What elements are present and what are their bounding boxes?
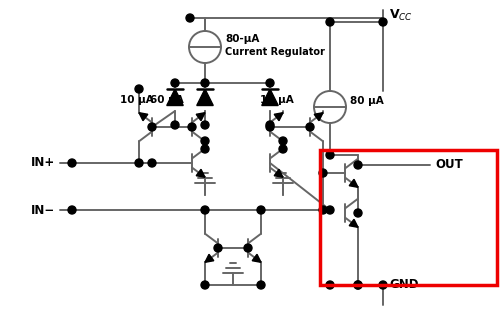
Circle shape (201, 145, 209, 153)
Polygon shape (205, 254, 214, 262)
Circle shape (354, 161, 362, 169)
Circle shape (201, 206, 209, 214)
Polygon shape (349, 219, 358, 227)
Text: 10 μA: 10 μA (260, 95, 294, 105)
Circle shape (257, 206, 265, 214)
Circle shape (171, 79, 179, 87)
Circle shape (354, 281, 362, 289)
Circle shape (68, 159, 76, 167)
Circle shape (201, 79, 209, 87)
Circle shape (244, 244, 252, 252)
Circle shape (306, 123, 314, 131)
Circle shape (354, 281, 362, 289)
Text: OUT: OUT (435, 158, 463, 172)
Circle shape (201, 281, 209, 289)
Polygon shape (196, 169, 205, 177)
Bar (320, 150, 497, 285)
Circle shape (186, 14, 194, 22)
Text: 80 μA: 80 μA (350, 96, 384, 106)
Polygon shape (274, 113, 283, 121)
Circle shape (266, 121, 274, 129)
Circle shape (279, 137, 287, 145)
Circle shape (201, 121, 209, 129)
Circle shape (188, 123, 196, 131)
Circle shape (266, 79, 274, 87)
Circle shape (266, 123, 274, 131)
Text: GND: GND (389, 279, 418, 291)
Circle shape (171, 121, 179, 129)
Circle shape (379, 281, 387, 289)
Text: 60 μA: 60 μA (150, 95, 184, 105)
Polygon shape (349, 179, 358, 187)
Text: 10 μA: 10 μA (120, 95, 154, 105)
Circle shape (68, 206, 76, 214)
Text: 80-μA: 80-μA (225, 34, 260, 44)
Circle shape (319, 169, 327, 177)
Polygon shape (139, 113, 148, 121)
Circle shape (201, 137, 209, 145)
Text: V$_{CC}$: V$_{CC}$ (389, 8, 413, 23)
Circle shape (379, 18, 387, 26)
Circle shape (257, 281, 265, 289)
Circle shape (135, 159, 143, 167)
Circle shape (135, 85, 143, 93)
Polygon shape (274, 169, 283, 177)
Polygon shape (196, 113, 205, 121)
Circle shape (326, 281, 334, 289)
Circle shape (319, 206, 327, 214)
Polygon shape (252, 254, 261, 262)
Text: IN+: IN+ (31, 156, 55, 170)
Polygon shape (197, 89, 213, 105)
Polygon shape (314, 113, 323, 121)
Polygon shape (167, 89, 183, 105)
Polygon shape (262, 89, 278, 105)
Circle shape (326, 206, 334, 214)
Circle shape (148, 159, 156, 167)
Circle shape (148, 123, 156, 131)
Circle shape (279, 145, 287, 153)
Text: IN−: IN− (31, 203, 55, 217)
Circle shape (214, 244, 222, 252)
Circle shape (354, 209, 362, 217)
Circle shape (326, 18, 334, 26)
Circle shape (326, 151, 334, 159)
Text: Current Regulator: Current Regulator (225, 47, 325, 57)
